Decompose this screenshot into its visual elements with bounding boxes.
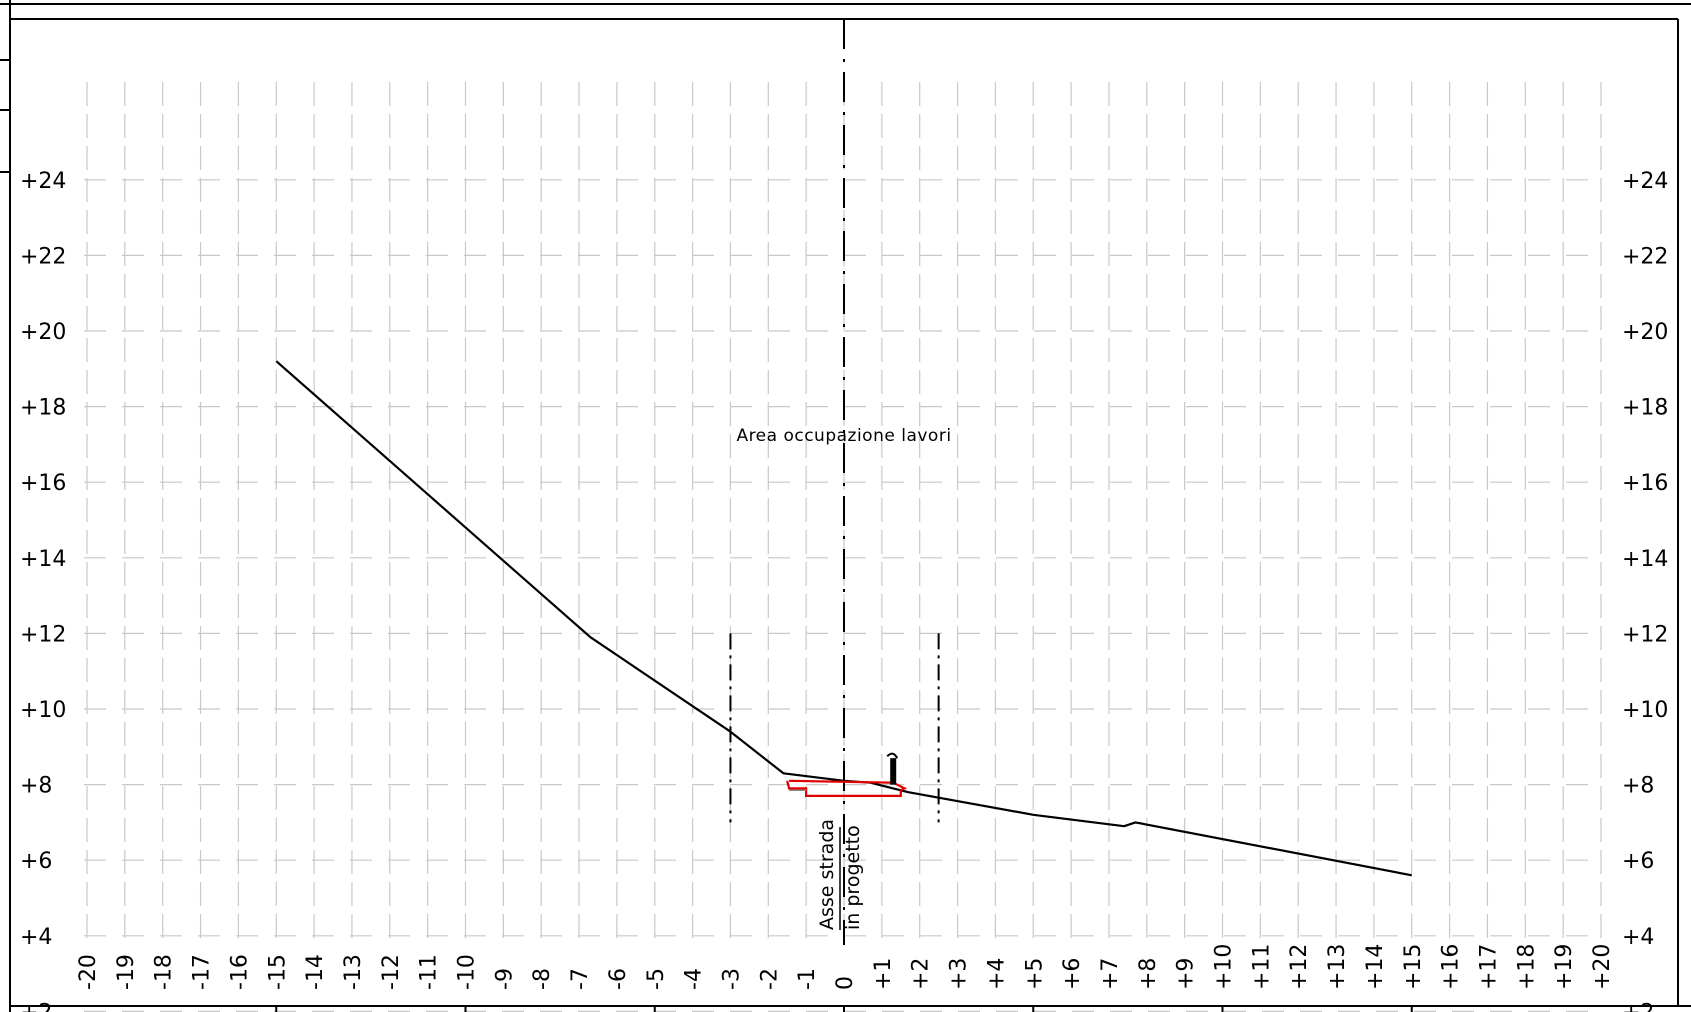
x-tick-label: -10	[455, 954, 480, 990]
y-tick-label-right: +12	[1622, 622, 1668, 647]
x-tick-label: +1	[871, 958, 896, 990]
x-tick-label: -12	[379, 954, 404, 990]
guardrail-head	[886, 752, 899, 759]
x-tick-label: +7	[1098, 958, 1123, 990]
x-tick-label: +18	[1514, 944, 1539, 990]
y-tick-label-left: +4	[20, 925, 52, 950]
y-tick-label-left: +20	[20, 320, 66, 345]
bottom-tick-marks	[275, 1006, 1413, 1012]
road-axis-label-line1: Asse strada	[816, 819, 838, 930]
y-tick-label-right: +10	[1622, 698, 1668, 723]
x-tick-label: +4	[984, 958, 1009, 990]
x-tick-label: +8	[1136, 958, 1161, 990]
y-tick-label-left: +12	[20, 622, 66, 647]
work-area-label: Area occupazione lavori	[736, 426, 951, 446]
x-tick-label: -2	[757, 968, 782, 990]
road-section-outline	[786, 779, 908, 798]
y-tick-label-right: +14	[1622, 547, 1668, 572]
y-tick-label-right: +22	[1622, 244, 1668, 269]
x-tick-label: -7	[568, 968, 593, 990]
road-section	[786, 752, 908, 798]
y-tick-label-right: +20	[1622, 320, 1668, 345]
x-tick-label: +10	[1212, 944, 1237, 990]
x-tick-label: -16	[227, 954, 252, 990]
y-tick-label-left: +8	[20, 774, 52, 799]
x-tick-label: -9	[492, 968, 517, 990]
x-tick-label: +12	[1287, 944, 1312, 990]
y-tick-label-left: +14	[20, 547, 66, 572]
x-tick-label: +19	[1552, 944, 1577, 990]
grid	[84, 82, 1602, 1012]
y-tick-label-right: +8	[1622, 774, 1654, 799]
x-tick-label: -11	[417, 954, 442, 990]
x-tick-label: +20	[1590, 944, 1615, 990]
x-tick-label: -20	[76, 954, 101, 990]
guardrail-post	[890, 758, 897, 785]
x-tick-label: +11	[1249, 944, 1274, 990]
y-tick-label-left: +2	[20, 1000, 52, 1012]
y-tick-label-right: +18	[1622, 396, 1668, 421]
road-axis-label: Asse strada in progetto	[816, 819, 864, 930]
x-tick-label: -1	[795, 968, 820, 990]
road-axis-label-line2: in progetto	[842, 825, 864, 930]
y-tick-label-left: +24	[20, 169, 66, 194]
x-tick-label: -15	[265, 954, 290, 990]
x-tick-label: +2	[909, 958, 934, 990]
x-tick-label: +6	[1060, 958, 1085, 990]
x-tick-label: 0	[833, 976, 858, 990]
x-tick-label: -6	[606, 968, 631, 990]
x-tick-label: -19	[114, 954, 139, 990]
x-tick-label: +17	[1476, 944, 1501, 990]
x-tick-label: +16	[1439, 944, 1464, 990]
x-tick-label: +13	[1325, 944, 1350, 990]
y-axis-labels: +2+2+4+4+6+6+8+8+10+10+12+12+14+14+16+16…	[20, 169, 1668, 1012]
y-tick-label-left: +6	[20, 849, 52, 874]
y-tick-label-right: +16	[1622, 471, 1668, 496]
x-tick-label: +14	[1363, 944, 1388, 990]
x-tick-label: +5	[1022, 958, 1047, 990]
x-tick-label: +3	[947, 958, 972, 990]
y-tick-label-right: +4	[1622, 925, 1654, 950]
x-tick-label: +9	[1174, 958, 1199, 990]
x-tick-label: -4	[682, 968, 707, 990]
x-tick-label: -14	[303, 954, 328, 990]
x-tick-label: -18	[152, 954, 177, 990]
y-tick-label-right: +6	[1622, 849, 1654, 874]
y-tick-label-left: +16	[20, 471, 66, 496]
x-axis-labels: -20 -19 -18 -17 -16 -15 -14 -13 -12 -11 -10 -9 -8 -7-…	[76, 944, 1615, 990]
reference-lines	[729, 19, 940, 945]
y-tick-label-left: +22	[20, 244, 66, 269]
x-tick-label: -13	[341, 954, 366, 990]
y-tick-label-left: +18	[20, 396, 66, 421]
y-tick-label-right: +24	[1622, 169, 1668, 194]
x-tick-label: +15	[1401, 944, 1426, 990]
y-tick-label-right: +2	[1622, 1000, 1654, 1012]
x-tick-label: -8	[530, 968, 555, 990]
x-tick-label: -3	[719, 968, 744, 990]
x-tick-label: -5	[644, 968, 669, 990]
x-tick-label: -17	[190, 954, 215, 990]
y-tick-label-left: +10	[20, 698, 66, 723]
